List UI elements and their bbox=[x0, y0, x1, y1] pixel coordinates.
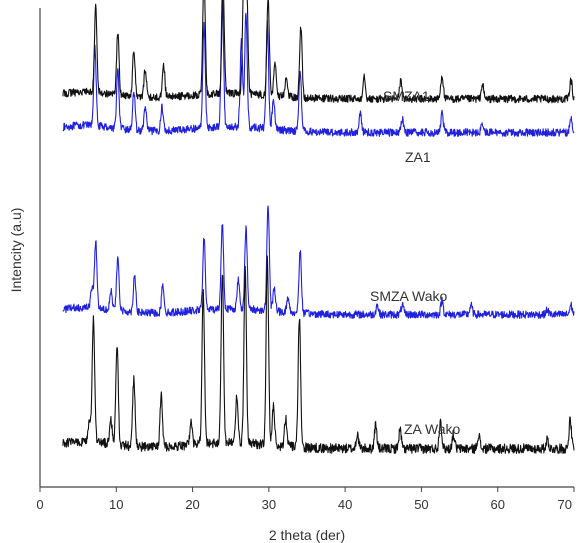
x-tick-label-20: 20 bbox=[185, 497, 199, 512]
x-tick-label-10: 10 bbox=[109, 497, 123, 512]
x-ticks: 0 10 20 30 40 50 60 70 bbox=[36, 487, 575, 512]
series-label-za1: ZA1 bbox=[405, 149, 431, 165]
x-tick-label-70: 70 bbox=[558, 497, 572, 512]
y-axis-title: Intencity (a.u) bbox=[8, 208, 24, 293]
x-tick-label-60: 60 bbox=[490, 497, 504, 512]
x-tick-label-40: 40 bbox=[338, 497, 352, 512]
series-label-za-wako: ZA Wako bbox=[404, 421, 460, 437]
x-axis-title: 2 theta (der) bbox=[269, 527, 345, 543]
x-tick-label-30: 30 bbox=[262, 497, 276, 512]
series-line-za-wako bbox=[62, 255, 575, 454]
series-line-smza1 bbox=[62, 0, 575, 137]
x-tick-label-0: 0 bbox=[36, 497, 43, 512]
series-label-smza1: SMZA1 bbox=[383, 88, 430, 104]
axes bbox=[39, 8, 574, 488]
series-line-za1 bbox=[62, 0, 575, 104]
series-line-smza-wako bbox=[62, 205, 575, 319]
series-group bbox=[62, 0, 575, 454]
series-label-smza-wako: SMZA Wako bbox=[370, 288, 447, 304]
x-tick-label-50: 50 bbox=[414, 497, 428, 512]
